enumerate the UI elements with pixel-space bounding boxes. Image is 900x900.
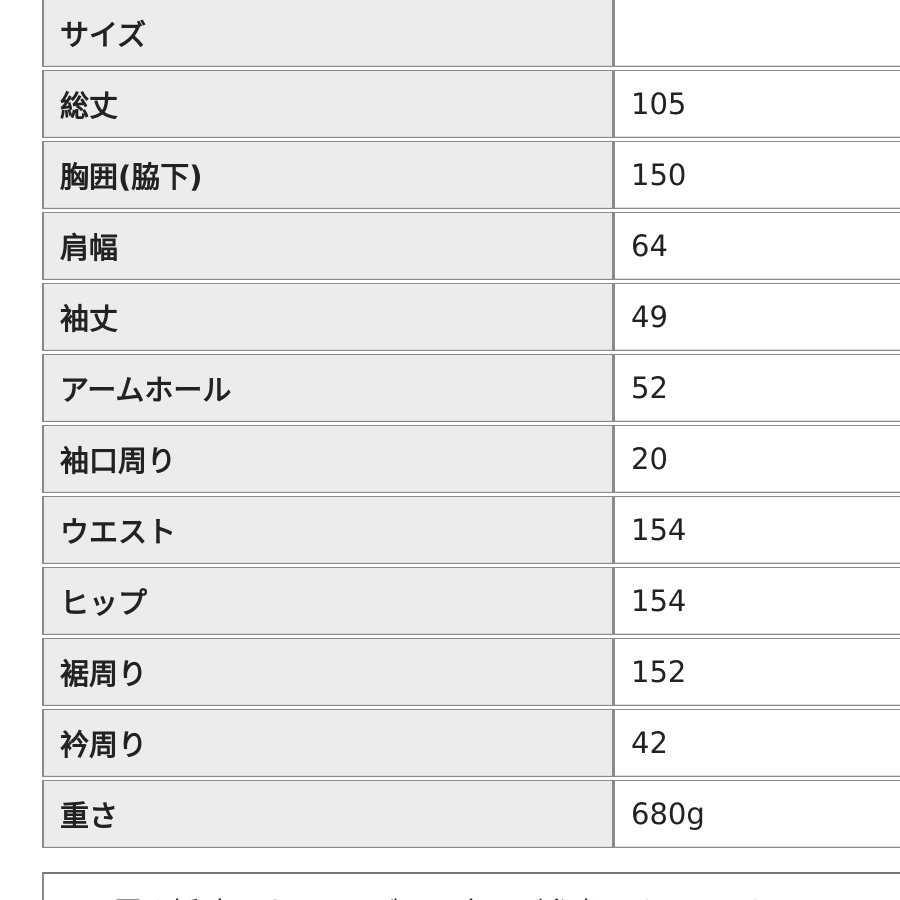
table-row: ウエスト 154: [42, 496, 900, 564]
row-label: 袖口周り: [42, 425, 613, 493]
table-row: サイズ: [42, 0, 900, 67]
table-row: 袖丈 49: [42, 283, 900, 351]
note-text: ※平置き採寸です。サイズは目安にご参考下さい。より: [60, 890, 775, 900]
row-label: 重さ: [42, 780, 613, 848]
table-row: 重さ 680g: [42, 780, 900, 848]
table-row: ヒップ 154: [42, 567, 900, 635]
table-row: 衿周り 42: [42, 709, 900, 777]
row-value: 152: [613, 638, 900, 706]
row-value: 154: [613, 496, 900, 564]
table-row: 総丈 105: [42, 70, 900, 138]
row-label: 裾周り: [42, 638, 613, 706]
row-value: 20: [613, 425, 900, 493]
row-label: ウエスト: [42, 496, 613, 564]
row-label: 胸囲(脇下): [42, 141, 613, 209]
size-table: サイズ 総丈 105 胸囲(脇下) 150 肩幅 64 袖丈 49 アームホール 52 袖口周り 20 ウ…: [42, 0, 900, 851]
row-label: サイズ: [42, 0, 613, 67]
row-value: 154: [613, 567, 900, 635]
row-value: 49: [613, 283, 900, 351]
note-box: ※平置き採寸です。サイズは目安にご参考下さい。より: [42, 872, 900, 900]
table-row: 肩幅 64: [42, 212, 900, 280]
row-value: 42: [613, 709, 900, 777]
table-row: アームホール 52: [42, 354, 900, 422]
row-label: 袖丈: [42, 283, 613, 351]
row-value: 64: [613, 212, 900, 280]
row-value: 680g: [613, 780, 900, 848]
row-label: 衿周り: [42, 709, 613, 777]
row-value: 105: [613, 70, 900, 138]
table-row: 裾周り 152: [42, 638, 900, 706]
row-value: 150: [613, 141, 900, 209]
row-label: 肩幅: [42, 212, 613, 280]
row-label: アームホール: [42, 354, 613, 422]
row-label: 総丈: [42, 70, 613, 138]
table-row: 袖口周り 20: [42, 425, 900, 493]
row-label: ヒップ: [42, 567, 613, 635]
row-value: 52: [613, 354, 900, 422]
row-value: [613, 0, 900, 67]
table-row: 胸囲(脇下) 150: [42, 141, 900, 209]
